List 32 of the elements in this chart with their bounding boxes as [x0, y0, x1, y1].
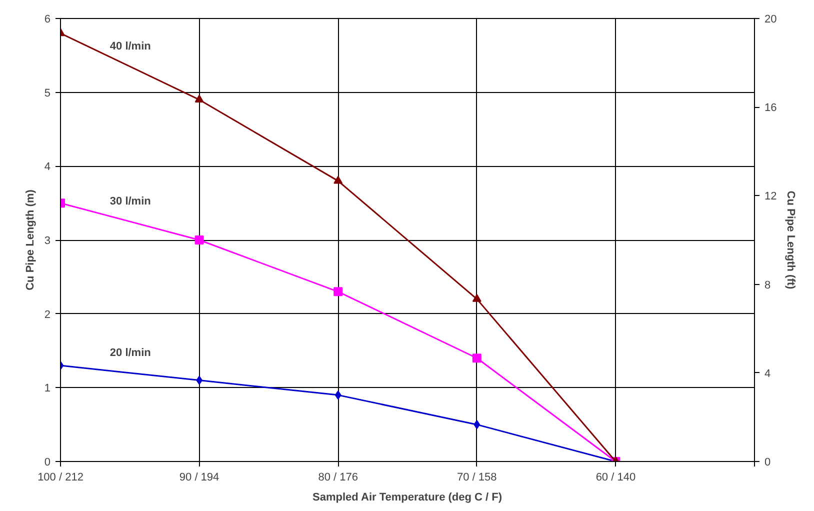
y-tick-label: 3	[44, 235, 51, 247]
series-label: 20 l/min	[110, 346, 152, 359]
point	[194, 94, 204, 103]
x-tick-label: 80 / 176	[318, 472, 358, 484]
x-tick-label: 70 / 158	[457, 472, 497, 484]
y2-axis-title: Cu Pipe Length (ft)	[784, 190, 797, 290]
point	[334, 287, 343, 296]
y2-tick-label: 12	[764, 190, 777, 203]
point	[334, 176, 343, 184]
y-tick-label: 1	[44, 382, 51, 395]
point	[334, 390, 342, 400]
y2-tick-label: 8	[764, 279, 771, 292]
point	[472, 294, 482, 302]
point	[194, 236, 204, 244]
y2-tick-label: 20	[764, 14, 777, 26]
y-tick-label: 4	[44, 161, 51, 174]
y2-tick-label: 0	[764, 456, 771, 468]
y-tick-label: 6	[44, 14, 51, 26]
point	[472, 354, 482, 363]
y-tick-label: 0	[44, 456, 51, 468]
x-tick-label: 60 / 140	[596, 472, 636, 484]
x-axis-title: Sampled Air Temperature (deg C / F)	[312, 492, 502, 504]
y-tick-label: 2	[44, 308, 51, 321]
y-axis-title: Cu Pipe Length (m)	[24, 189, 36, 290]
x-tick-label: 90 / 194	[179, 472, 220, 484]
y2-tick-label: 4	[764, 368, 771, 380]
y2-tick-label: 16	[764, 102, 777, 114]
y-tick-label: 5	[44, 87, 51, 100]
point	[474, 420, 480, 430]
x-tick-label: 100 / 212	[38, 472, 84, 484]
series-label: 30 l/min	[110, 196, 152, 208]
series-label: 40 l/min	[110, 40, 152, 52]
